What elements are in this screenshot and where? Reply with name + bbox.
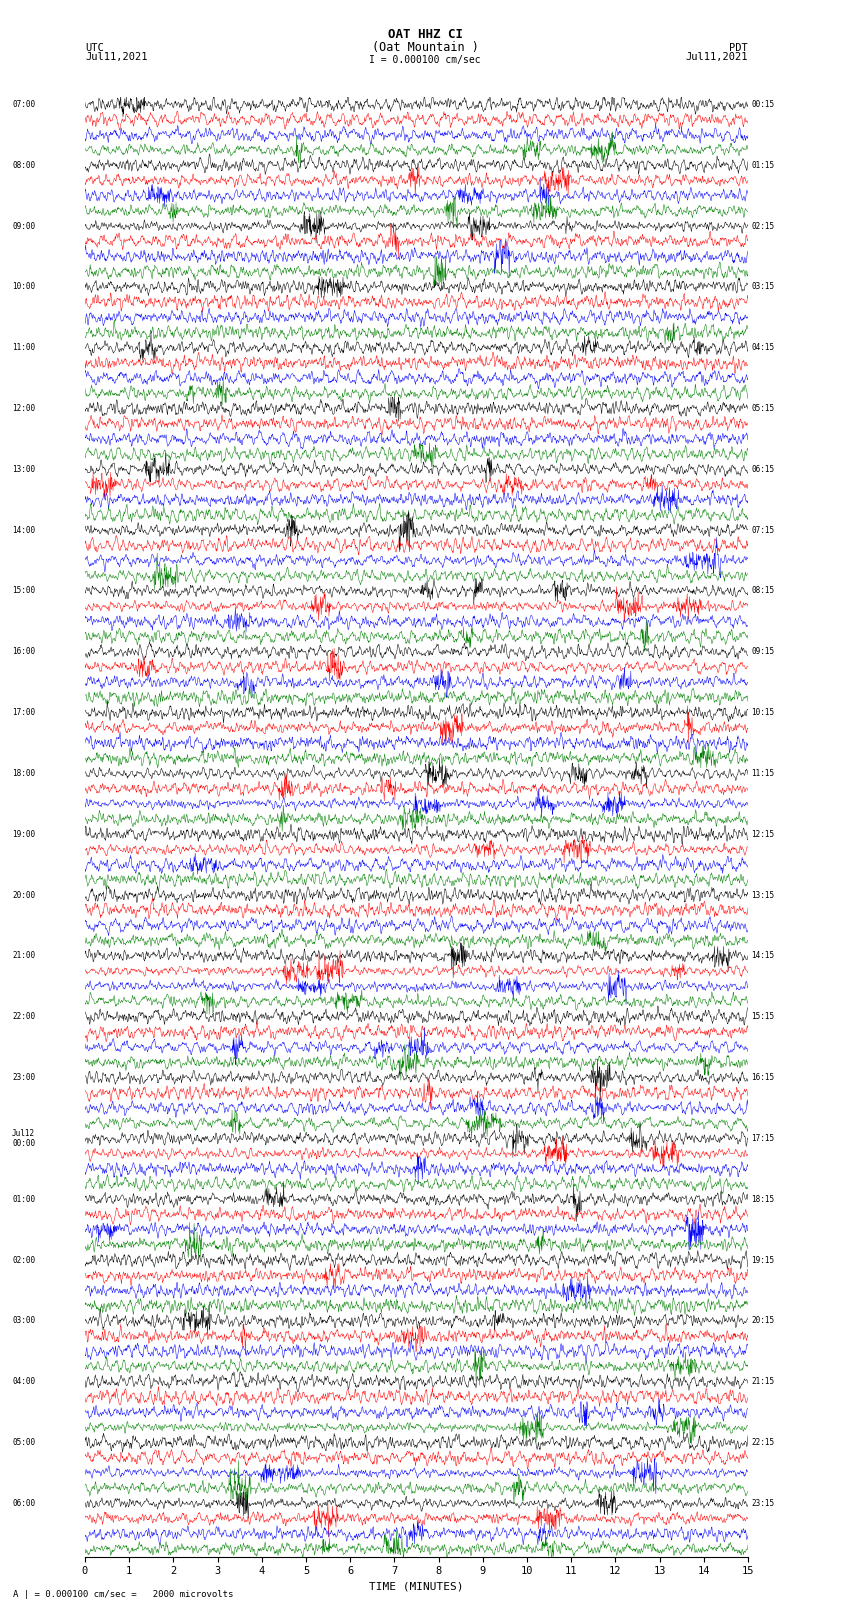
Text: 05:15: 05:15 <box>751 403 774 413</box>
Text: 01:15: 01:15 <box>751 161 774 169</box>
Text: 08:15: 08:15 <box>751 587 774 595</box>
Text: 21:00: 21:00 <box>12 952 35 960</box>
Text: 23:15: 23:15 <box>751 1498 774 1508</box>
Text: 18:00: 18:00 <box>12 769 35 777</box>
Text: 08:00: 08:00 <box>12 161 35 169</box>
Text: 20:15: 20:15 <box>751 1316 774 1326</box>
Text: 13:15: 13:15 <box>751 890 774 900</box>
Text: 07:00: 07:00 <box>12 100 35 110</box>
Text: UTC: UTC <box>85 44 104 53</box>
Text: 17:15: 17:15 <box>751 1134 774 1144</box>
Text: Jul11,2021: Jul11,2021 <box>85 53 148 63</box>
Text: 04:15: 04:15 <box>751 344 774 352</box>
Text: 00:15: 00:15 <box>751 100 774 110</box>
Text: 22:00: 22:00 <box>12 1013 35 1021</box>
Text: 09:00: 09:00 <box>12 221 35 231</box>
Text: Jul12
00:00: Jul12 00:00 <box>12 1129 35 1148</box>
Text: A | = 0.000100 cm/sec =   2000 microvolts: A | = 0.000100 cm/sec = 2000 microvolts <box>13 1590 233 1598</box>
Text: 05:00: 05:00 <box>12 1439 35 1447</box>
Text: 11:15: 11:15 <box>751 769 774 777</box>
Text: 10:15: 10:15 <box>751 708 774 718</box>
Text: 14:15: 14:15 <box>751 952 774 960</box>
Text: 18:15: 18:15 <box>751 1195 774 1203</box>
Text: 22:15: 22:15 <box>751 1439 774 1447</box>
Text: 16:00: 16:00 <box>12 647 35 656</box>
Text: 07:15: 07:15 <box>751 526 774 534</box>
Text: (Oat Mountain ): (Oat Mountain ) <box>371 40 479 53</box>
Text: 10:00: 10:00 <box>12 282 35 292</box>
Text: 06:00: 06:00 <box>12 1498 35 1508</box>
Text: 09:15: 09:15 <box>751 647 774 656</box>
Text: 13:00: 13:00 <box>12 465 35 474</box>
X-axis label: TIME (MINUTES): TIME (MINUTES) <box>369 1582 464 1592</box>
Text: 03:15: 03:15 <box>751 282 774 292</box>
Text: 01:00: 01:00 <box>12 1195 35 1203</box>
Text: 02:15: 02:15 <box>751 221 774 231</box>
Text: 04:00: 04:00 <box>12 1378 35 1386</box>
Text: 15:15: 15:15 <box>751 1013 774 1021</box>
Text: 16:15: 16:15 <box>751 1073 774 1082</box>
Text: 02:00: 02:00 <box>12 1255 35 1265</box>
Text: Jul11,2021: Jul11,2021 <box>685 53 748 63</box>
Text: 06:15: 06:15 <box>751 465 774 474</box>
Text: 21:15: 21:15 <box>751 1378 774 1386</box>
Text: 03:00: 03:00 <box>12 1316 35 1326</box>
Text: 15:00: 15:00 <box>12 587 35 595</box>
Text: 11:00: 11:00 <box>12 344 35 352</box>
Text: 12:00: 12:00 <box>12 403 35 413</box>
Text: 23:00: 23:00 <box>12 1073 35 1082</box>
Text: OAT HHZ CI: OAT HHZ CI <box>388 27 462 40</box>
Text: PDT: PDT <box>729 44 748 53</box>
Text: I = 0.000100 cm/sec: I = 0.000100 cm/sec <box>369 55 481 65</box>
Text: 20:00: 20:00 <box>12 890 35 900</box>
Text: 19:00: 19:00 <box>12 829 35 839</box>
Text: 12:15: 12:15 <box>751 829 774 839</box>
Text: 17:00: 17:00 <box>12 708 35 718</box>
Text: 19:15: 19:15 <box>751 1255 774 1265</box>
Text: 14:00: 14:00 <box>12 526 35 534</box>
